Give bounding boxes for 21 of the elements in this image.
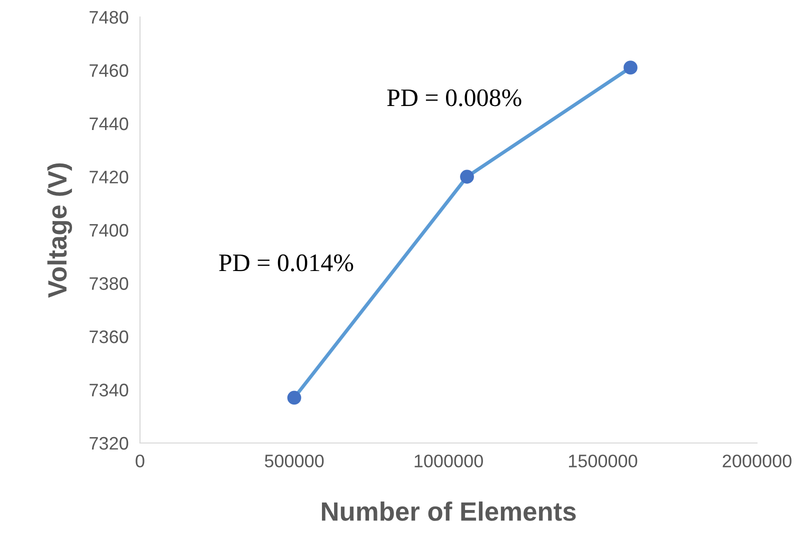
x-tick-label: 500000 [264, 454, 324, 468]
y-tick-label: 7460 [90, 64, 128, 77]
point [287, 390, 302, 405]
annotation: PD = 0.014% [219, 254, 354, 272]
y-tick-label: 7380 [90, 277, 128, 290]
point [624, 60, 638, 75]
y-tick-label: 7420 [90, 170, 128, 184]
x-axis-title: Number of Elements [322, 502, 576, 521]
x-tick-label: 1000000 [414, 454, 483, 468]
point [460, 170, 474, 184]
y-tick-label: 7320 [90, 436, 128, 450]
y-tick-label: 7340 [90, 384, 128, 396]
x-tick-label: 0 [136, 454, 144, 468]
x-tick-label: 1500000 [568, 454, 638, 468]
y-tick-label: 7440 [90, 117, 128, 130]
y-axis-title: Voltage (V) [47, 163, 72, 298]
y-tick-label: 7360 [90, 330, 128, 344]
x-tick-label: 2000000 [722, 454, 792, 468]
annotation: PD = 0.008% [387, 89, 522, 106]
y-tick-label: 7400 [90, 224, 128, 237]
y-tick-label: 7480 [90, 10, 128, 24]
